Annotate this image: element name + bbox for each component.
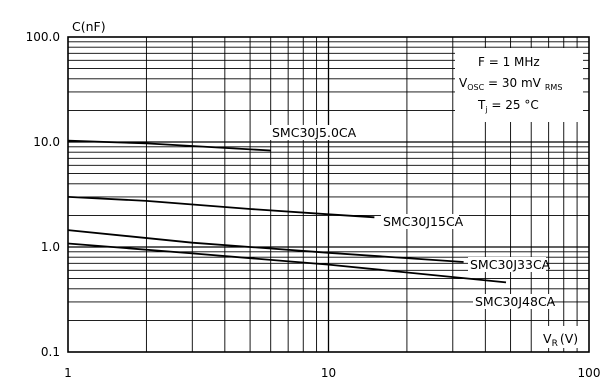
series-label-2: SMC30J15CA [383,214,464,229]
condition-tj: Tj = 25 °C [477,98,539,114]
series-label-bg [270,125,356,140]
series-line-1 [67,139,271,152]
plot-frame [67,36,590,353]
condition-vosc: VOSC = 30 mV RMS [459,76,562,92]
y-tick-label: 10.0 [33,135,60,149]
condition-frequency: F = 1 MHz [478,55,540,69]
y-tick-label: 100.0 [26,30,60,44]
conditions-box: F = 1 MHz VOSC = 30 mV RMS Tj = 25 °C [455,48,583,122]
series-line-4 [67,242,507,284]
svg-text:VR(V): VR (V) [543,331,578,349]
series-line-2 [67,196,375,219]
x-tick-label: 100 [578,366,601,380]
y-axis-label: C(nF) [72,19,106,34]
series-line-3 [67,229,464,263]
x-axis-label: VR (V) [541,326,587,349]
tick-labels: 1 10 100 0.1 1.0 10.0 100.0 [26,30,601,380]
series-label-bg [381,214,459,229]
x-tick-label: 10 [321,366,336,380]
series-label-bg [468,257,546,272]
series-label-4: SMC30J48CA [475,294,556,309]
series-lines: SMC30J5.0CA SMC30J15CA SMC30J33CA SMC30J48C… [67,125,556,309]
y-tick-label: 0.1 [41,345,60,359]
series-label-3: SMC30J33CA [470,257,551,272]
x-tick-label: 1 [64,366,72,380]
series-label-bg [473,294,551,309]
series-label-1: SMC30J5.0CA [272,125,357,140]
y-tick-label: 1.0 [41,240,60,254]
